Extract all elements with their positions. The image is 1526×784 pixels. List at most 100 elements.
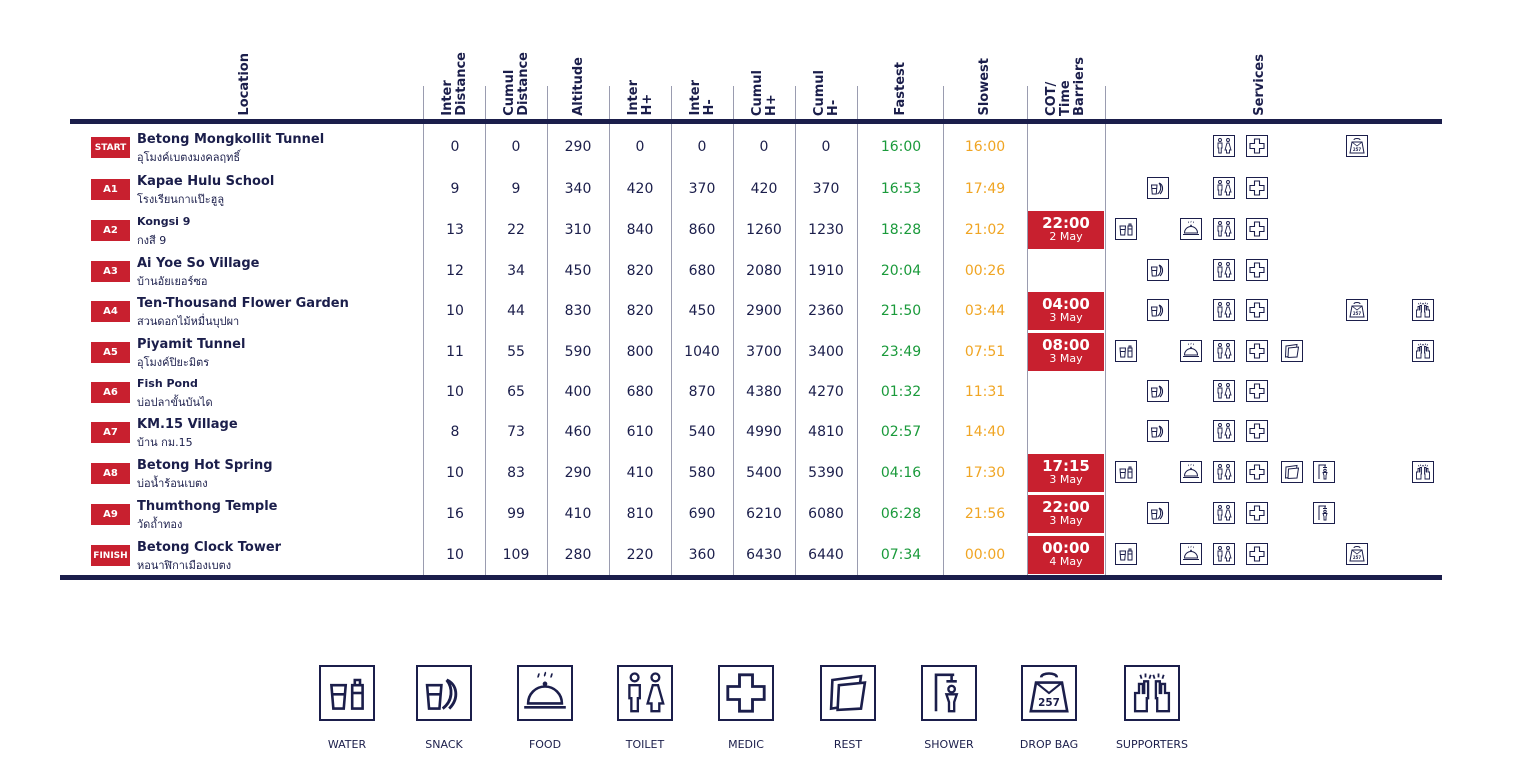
aid-station-badge: A8: [91, 463, 130, 484]
cell-slowest: 14:40: [964, 424, 1006, 440]
cell-altitude: 400: [564, 384, 592, 400]
legend-label-dropbag: DROP BAG: [1019, 738, 1079, 751]
cell-inter-hminus: 580: [688, 465, 716, 481]
cut-off-date: 3 May: [1049, 473, 1083, 486]
column-divider: [485, 86, 486, 578]
aid-station-badge: FINISH: [91, 545, 130, 566]
cell-inter-hplus: 840: [626, 222, 654, 238]
header-fastest: Fastest: [893, 62, 908, 116]
cell-cumul-hminus: 1910: [808, 263, 844, 279]
cell-cumul-hplus: 5400: [746, 465, 782, 481]
header-inter-distance: Inter Distance: [440, 52, 469, 116]
cell-inter-distance: 12: [446, 263, 464, 279]
cell-slowest: 11:31: [964, 384, 1006, 400]
dropbag-icon: 257: [1346, 135, 1368, 157]
rest-icon: [1281, 461, 1303, 483]
cell-inter-hplus: 810: [626, 506, 654, 522]
cell-cumul-hminus: 370: [812, 181, 840, 197]
toilet-icon: [1213, 299, 1235, 321]
cell-inter-hplus: 410: [626, 465, 654, 481]
cut-off-time: 17:15 3 May: [1028, 454, 1104, 492]
snack-icon: [416, 665, 472, 721]
column-divider: [733, 86, 734, 578]
cut-off-date: 3 May: [1049, 514, 1083, 527]
cell-altitude: 280: [564, 547, 592, 563]
cell-cumul-hminus: 3400: [808, 344, 844, 360]
header-services: Services: [1252, 54, 1267, 116]
cut-off-date: 2 May: [1049, 230, 1083, 243]
location-name: Ten-Thousand Flower Garden: [137, 296, 349, 311]
supporters-icon: [1124, 665, 1180, 721]
cut-off-time: 00:00 4 May: [1028, 536, 1104, 574]
cut-off-time-value: 08:00: [1042, 336, 1090, 354]
legend-label-toilet: TOILET: [625, 738, 665, 751]
location-thai-name: กงสี 9: [137, 234, 167, 247]
cell-altitude: 450: [564, 263, 592, 279]
cell-cumul-distance: 55: [507, 344, 525, 360]
snack-icon: [1147, 299, 1169, 321]
cell-inter-distance: 10: [446, 465, 464, 481]
cell-cumul-hplus: 0: [759, 139, 769, 155]
cell-cumul-distance: 83: [507, 465, 525, 481]
location-thai-name: หอนาฬิกาเมืองเบตง: [137, 559, 232, 572]
cell-fastest: 21:50: [880, 303, 922, 319]
toilet-icon: [1213, 543, 1235, 565]
cell-inter-distance: 10: [446, 303, 464, 319]
cut-off-time: 22:00 3 May: [1028, 495, 1104, 533]
cell-inter-hplus: 0: [635, 139, 645, 155]
cell-altitude: 340: [564, 181, 592, 197]
location-thai-name: โรงเรียนกาแป๊ะฮูลู: [137, 193, 225, 206]
cell-inter-hminus: 450: [688, 303, 716, 319]
cell-inter-distance: 9: [450, 181, 460, 197]
header-cot: COT/ Time Barriers: [1044, 57, 1087, 116]
cell-inter-hminus: 0: [697, 139, 707, 155]
location-name: Piyamit Tunnel: [137, 337, 246, 352]
cell-inter-hminus: 370: [688, 181, 716, 197]
cell-cumul-distance: 99: [507, 506, 525, 522]
location-name: KM.15 Village: [137, 417, 238, 432]
aid-station-badge: A1: [91, 179, 130, 200]
svg-text:257: 257: [1353, 311, 1362, 316]
dropbag-icon: 257: [1346, 543, 1368, 565]
location-thai-name: อุโมงค์ปิยะมิตร: [137, 356, 210, 369]
location-thai-name: บ้าน กม.15: [137, 436, 193, 449]
cell-altitude: 290: [564, 139, 592, 155]
snack-icon: [1147, 259, 1169, 281]
supporters-icon: [1412, 461, 1434, 483]
svg-text:257: 257: [1353, 147, 1362, 152]
medic-icon: [1246, 420, 1268, 442]
cell-inter-hplus: 220: [626, 547, 654, 563]
medic-icon: [1246, 299, 1268, 321]
cell-altitude: 830: [564, 303, 592, 319]
snack-icon: [1147, 420, 1169, 442]
cell-inter-distance: 11: [446, 344, 464, 360]
cell-fastest: 16:53: [880, 181, 922, 197]
cut-off-time-value: 17:15: [1042, 457, 1090, 475]
cell-inter-hminus: 680: [688, 263, 716, 279]
column-divider: [943, 86, 944, 578]
cell-fastest: 23:49: [880, 344, 922, 360]
cell-inter-distance: 10: [446, 547, 464, 563]
cut-off-time-value: 04:00: [1042, 295, 1090, 313]
cell-altitude: 410: [564, 506, 592, 522]
cell-slowest: 21:56: [964, 506, 1006, 522]
aid-station-badge: A2: [91, 220, 130, 241]
column-divider: [423, 86, 424, 578]
cell-fastest: 16:00: [880, 139, 922, 155]
cell-inter-distance: 13: [446, 222, 464, 238]
header-altitude: Altitude: [571, 57, 586, 116]
cell-cumul-distance: 44: [507, 303, 525, 319]
cell-inter-hplus: 800: [626, 344, 654, 360]
cell-cumul-hplus: 420: [750, 181, 778, 197]
cell-fastest: 02:57: [880, 424, 922, 440]
cell-inter-hplus: 820: [626, 303, 654, 319]
cell-inter-hminus: 540: [688, 424, 716, 440]
water-icon: [1115, 543, 1137, 565]
water-icon: [1115, 218, 1137, 240]
cell-slowest: 21:02: [964, 222, 1006, 238]
toilet-icon: [1213, 502, 1235, 524]
shower-icon: [921, 665, 977, 721]
cell-cumul-hplus: 4380: [746, 384, 782, 400]
cell-cumul-hplus: 3700: [746, 344, 782, 360]
cell-cumul-hminus: 4270: [808, 384, 844, 400]
